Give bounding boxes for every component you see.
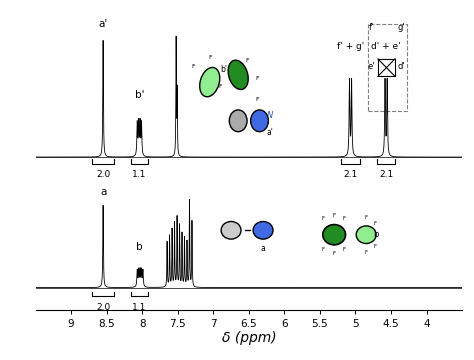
Ellipse shape xyxy=(200,67,220,97)
Text: 2.0: 2.0 xyxy=(96,302,110,311)
Text: 2.0: 2.0 xyxy=(96,170,110,179)
Text: F: F xyxy=(191,64,195,69)
Text: F: F xyxy=(208,55,211,60)
Text: F: F xyxy=(219,85,222,89)
Text: g': g' xyxy=(398,23,406,32)
Text: 1.1: 1.1 xyxy=(132,302,146,311)
Text: a': a' xyxy=(99,19,108,29)
Text: F: F xyxy=(255,96,259,102)
Text: e': e' xyxy=(367,62,375,71)
Text: d': d' xyxy=(398,62,406,71)
Text: b': b' xyxy=(220,66,228,75)
Text: F: F xyxy=(255,76,259,81)
Ellipse shape xyxy=(253,221,273,239)
X-axis label: δ (ppm): δ (ppm) xyxy=(221,332,276,345)
Text: F: F xyxy=(246,58,249,63)
Text: a': a' xyxy=(267,128,273,137)
Ellipse shape xyxy=(228,60,248,90)
Ellipse shape xyxy=(221,221,241,239)
Text: F: F xyxy=(322,216,325,221)
Text: b: b xyxy=(136,242,143,252)
Text: F: F xyxy=(322,247,325,252)
Text: F: F xyxy=(343,216,346,221)
Text: a: a xyxy=(261,244,265,253)
Text: F: F xyxy=(365,215,368,220)
Text: F: F xyxy=(343,247,346,252)
Text: N: N xyxy=(260,232,266,241)
Ellipse shape xyxy=(356,226,376,243)
Text: F: F xyxy=(374,221,377,226)
Text: d' + e': d' + e' xyxy=(371,42,401,51)
Text: F: F xyxy=(374,244,377,249)
Text: F: F xyxy=(333,213,336,218)
Text: 2.1: 2.1 xyxy=(379,170,393,179)
Text: F: F xyxy=(333,251,336,256)
Text: 1.1: 1.1 xyxy=(132,170,146,179)
Text: f' + g': f' + g' xyxy=(337,42,364,51)
Ellipse shape xyxy=(251,110,268,132)
Text: a: a xyxy=(100,187,106,197)
Text: F: F xyxy=(365,250,368,255)
Ellipse shape xyxy=(323,225,346,245)
Text: f': f' xyxy=(368,23,374,32)
Text: 2.1: 2.1 xyxy=(343,170,358,179)
Text: b': b' xyxy=(135,90,144,100)
Ellipse shape xyxy=(229,110,247,132)
Text: b: b xyxy=(373,230,379,239)
Text: N: N xyxy=(267,111,273,120)
